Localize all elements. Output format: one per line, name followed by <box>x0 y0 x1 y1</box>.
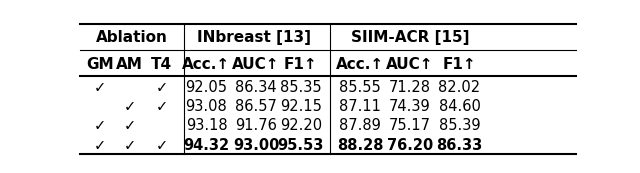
Text: ✓: ✓ <box>93 80 106 95</box>
Text: AUC↑: AUC↑ <box>232 57 280 72</box>
Text: SIIM-ACR [15]: SIIM-ACR [15] <box>351 30 469 45</box>
Text: T4: T4 <box>151 57 172 72</box>
Text: 94.32: 94.32 <box>184 138 230 153</box>
Text: 93.00: 93.00 <box>233 138 279 153</box>
Text: ✓: ✓ <box>156 99 168 114</box>
Text: ✓: ✓ <box>93 119 106 134</box>
Text: 84.60: 84.60 <box>438 99 481 114</box>
Text: 92.20: 92.20 <box>280 119 322 134</box>
Text: 71.28: 71.28 <box>389 80 431 95</box>
Text: Ablation: Ablation <box>96 30 168 45</box>
Text: INbreast [13]: INbreast [13] <box>196 30 310 45</box>
Text: 93.18: 93.18 <box>186 119 227 134</box>
Text: 92.15: 92.15 <box>280 99 322 114</box>
Text: ✓: ✓ <box>124 99 136 114</box>
Text: ✓: ✓ <box>124 138 136 153</box>
Text: 86.34: 86.34 <box>236 80 277 95</box>
Text: 85.35: 85.35 <box>280 80 321 95</box>
Text: 75.17: 75.17 <box>389 119 431 134</box>
Text: 93.08: 93.08 <box>186 99 227 114</box>
Text: 91.76: 91.76 <box>235 119 277 134</box>
Text: 86.33: 86.33 <box>436 138 483 153</box>
Text: 82.02: 82.02 <box>438 80 481 95</box>
Text: 86.57: 86.57 <box>235 99 277 114</box>
Text: AM: AM <box>116 57 143 72</box>
Text: 95.53: 95.53 <box>278 138 324 153</box>
Text: F1↑: F1↑ <box>443 57 476 72</box>
Text: 88.28: 88.28 <box>337 138 383 153</box>
Text: 74.39: 74.39 <box>389 99 431 114</box>
Text: ✓: ✓ <box>93 138 106 153</box>
Text: Acc.↑: Acc.↑ <box>182 57 230 72</box>
Text: ✓: ✓ <box>156 138 168 153</box>
Text: 87.89: 87.89 <box>339 119 381 134</box>
Text: Acc.↑: Acc.↑ <box>336 57 384 72</box>
Text: 92.05: 92.05 <box>186 80 227 95</box>
Text: GM: GM <box>86 57 114 72</box>
Text: ✓: ✓ <box>124 119 136 134</box>
Text: F1↑: F1↑ <box>284 57 317 72</box>
Text: ✓: ✓ <box>156 80 168 95</box>
Text: 87.11: 87.11 <box>339 99 381 114</box>
Text: AUC↑: AUC↑ <box>386 57 433 72</box>
Text: 85.39: 85.39 <box>438 119 480 134</box>
Text: 76.20: 76.20 <box>387 138 433 153</box>
Text: 85.55: 85.55 <box>339 80 381 95</box>
